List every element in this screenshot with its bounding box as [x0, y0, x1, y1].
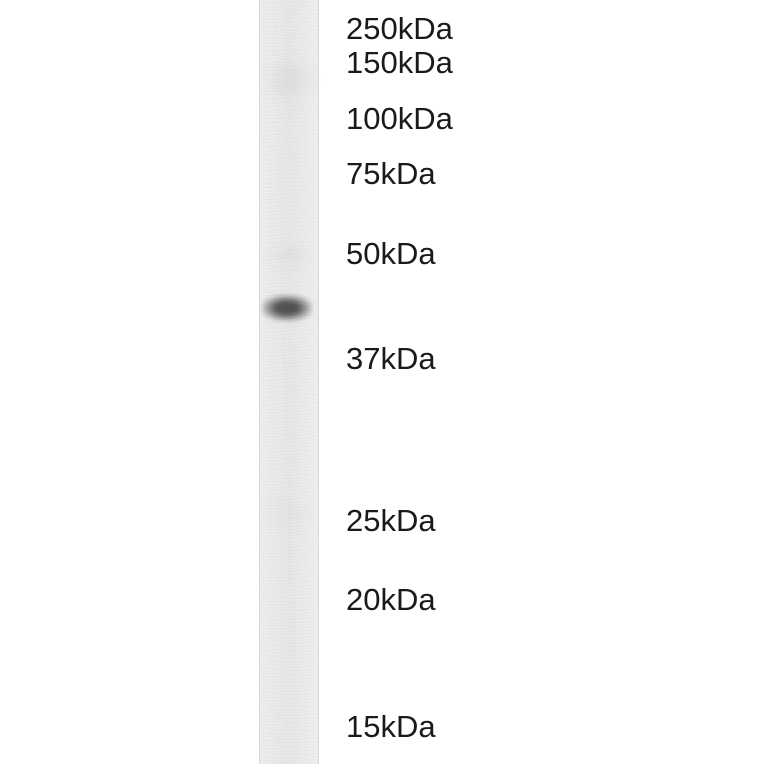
protein-band — [262, 295, 312, 321]
marker-label: 15kDa — [346, 709, 436, 745]
faint-smudge — [268, 250, 310, 260]
marker-label: 75kDa — [346, 156, 436, 192]
western-blot-lane — [259, 0, 319, 764]
marker-label: 50kDa — [346, 236, 436, 272]
faint-smudge — [268, 500, 310, 530]
marker-label: 20kDa — [346, 582, 436, 618]
marker-label: 25kDa — [346, 503, 436, 539]
lane-texture — [260, 0, 318, 764]
marker-label: 150kDa — [346, 45, 453, 81]
marker-label: 100kDa — [346, 101, 453, 137]
marker-label: 250kDa — [346, 11, 453, 47]
marker-label: 37kDa — [346, 341, 436, 377]
faint-smudge — [268, 60, 310, 100]
